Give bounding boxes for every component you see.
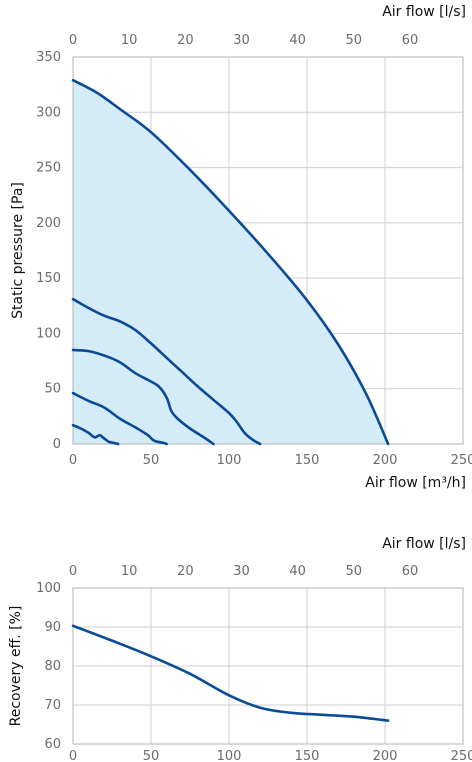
x2-tick-label: 10: [121, 33, 138, 48]
x2-tick-label: 20: [177, 564, 194, 579]
x2-axis-label: Air flow [l/s]: [382, 536, 466, 552]
x-tick-label: 200: [373, 749, 398, 762]
operating-area: [73, 80, 389, 444]
series-line-2: [71, 297, 262, 446]
x2-axis-label: Air flow [l/s]: [382, 4, 466, 20]
y-tick-label: 250: [36, 161, 61, 176]
series-line-5: [71, 423, 120, 446]
x2-tick-label: 20: [177, 33, 194, 48]
y-tick-label: 200: [36, 216, 61, 231]
series-line-1: [71, 78, 390, 446]
x-tick-label: 50: [143, 749, 160, 762]
x2-tick-label: 50: [346, 33, 363, 48]
x2-tick-label: 40: [289, 564, 306, 579]
x2-tick-label: 40: [289, 33, 306, 48]
x-tick-label: 0: [69, 453, 77, 468]
y-tick-label: 50: [44, 382, 61, 397]
x-tick-label: 0: [69, 749, 77, 762]
x-tick-label: 250: [451, 749, 472, 762]
x-tick-label: 150: [295, 749, 320, 762]
y-tick-label: 80: [44, 659, 61, 674]
series-line-1: [71, 624, 390, 722]
pressure-chart: 0 50 100 150 200 250 0 10 20 30 40 50 60 0 50 100 150 200…: [10, 4, 472, 491]
x-tick-label: 100: [217, 453, 242, 468]
y-tick-label: 100: [36, 326, 61, 341]
x-tick-label: 50: [143, 453, 160, 468]
x2-tick-label: 0: [69, 564, 77, 579]
series-line-3: [71, 348, 215, 446]
y-axis-label: Recovery eff. [%]: [8, 606, 24, 727]
y-tick-label: 300: [36, 105, 61, 120]
x2-tick-label: 60: [402, 33, 419, 48]
y-tick-label: 100: [36, 581, 61, 596]
x2-tick-label: 30: [233, 564, 250, 579]
y-tick-label: 60: [44, 737, 61, 752]
x2-tick-label: 0: [69, 33, 77, 48]
x-tick-label: 150: [295, 453, 320, 468]
plot-frame: [72, 56, 464, 445]
x2-tick-label: 50: [346, 564, 363, 579]
x-tick-label: 200: [373, 453, 398, 468]
y-tick-label: 350: [36, 50, 61, 65]
x-axis-label: Air flow [m³/h]: [365, 475, 466, 491]
x-tick-label: 100: [217, 749, 242, 762]
y-axis-label: Static pressure [Pa]: [10, 182, 26, 319]
recovery-efficiency-chart: 0 50 100 150 200 250 0 10 20 30 40 50 60 60 70 80 90 100 A…: [8, 536, 472, 762]
y-tick-label: 0: [53, 437, 61, 452]
x2-tick-label: 10: [121, 564, 138, 579]
plot-frame: [72, 587, 464, 745]
x2-tick-label: 60: [402, 564, 419, 579]
y-tick-label: 150: [36, 271, 61, 286]
y-tick-label: 70: [44, 698, 61, 713]
y-tick-label: 90: [44, 620, 61, 635]
x2-tick-label: 30: [233, 33, 250, 48]
x-tick-label: 250: [451, 453, 472, 468]
series-line-4: [71, 391, 168, 446]
